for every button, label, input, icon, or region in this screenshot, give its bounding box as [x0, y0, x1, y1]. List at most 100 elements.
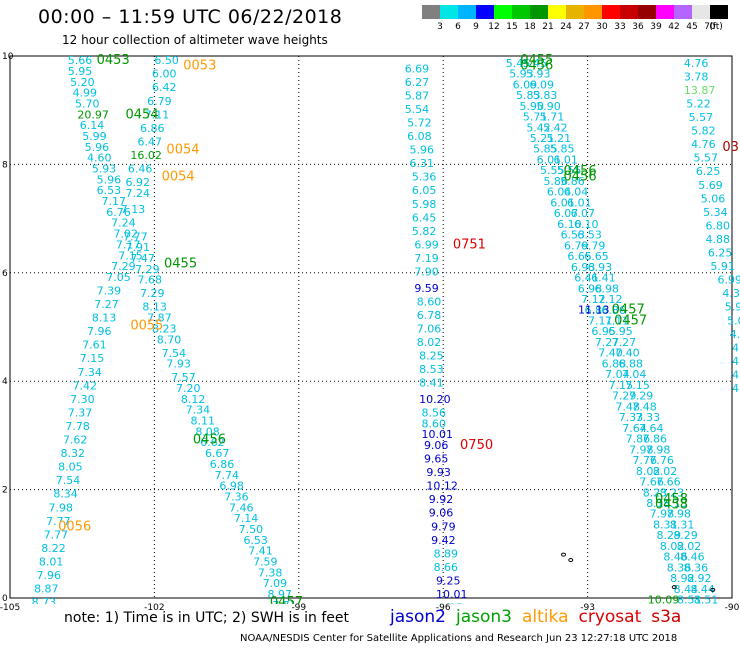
swh-value: 4.76: [684, 57, 709, 70]
swh-value: 8.73: [32, 596, 57, 609]
chart-subtitle: 12 hour collection of altimeter wave hei…: [62, 33, 328, 47]
swh-value: 8.29: [673, 529, 698, 542]
swh-value: 7.20: [176, 382, 201, 395]
swh-value: 7.54: [162, 347, 187, 360]
time-label: 0455: [520, 53, 553, 68]
colorbar-swatch: [512, 5, 530, 19]
swh-value: 8.60: [417, 295, 442, 308]
colorbar-label: 39: [650, 22, 662, 32]
swh-value: 7.68: [138, 274, 163, 287]
swh-value: 10.20: [419, 393, 451, 406]
swh-value: 5.93: [92, 163, 117, 176]
swh-value: 7.29: [629, 390, 654, 403]
swh-value: 7.38: [258, 566, 283, 579]
time-label: 0456: [193, 433, 226, 448]
swh-value: 7.50: [239, 523, 264, 536]
swh-value: 7.27: [94, 298, 119, 311]
y-tick-label: 2: [2, 486, 8, 496]
swh-value: 6.78: [417, 309, 442, 322]
swh-value: 6.01: [553, 153, 578, 166]
swh-value: 6.10: [574, 218, 599, 231]
swh-value: 7.96: [87, 325, 112, 338]
swh-value: 7.04: [605, 368, 630, 381]
swh-value: 8.31: [670, 518, 695, 531]
x-tick-label: -90: [725, 603, 740, 613]
swh-value: 6.93: [571, 261, 596, 274]
swh-value: 6.65: [567, 250, 592, 263]
swh-value: 8.32: [61, 447, 86, 460]
swh-value: 5.99: [82, 130, 107, 143]
swh-value: 8.02: [417, 336, 442, 349]
swh-value: 8.13: [92, 312, 117, 325]
colorbar-swatch: [476, 5, 494, 19]
x-tick-label: -99: [291, 603, 306, 613]
swh-value: 5.0: [727, 314, 740, 327]
swh-value: 8.44: [674, 583, 699, 596]
swh-value: 7.15: [118, 249, 143, 262]
swh-value: 6.53: [97, 184, 122, 197]
colorbar-swatch: [656, 5, 674, 19]
swh-value: 5.22: [686, 97, 711, 110]
colorbar-label: 70: [704, 22, 716, 32]
swh-value: 7.33: [619, 411, 644, 424]
time-label: 0456: [564, 170, 597, 185]
swh-value: 7.19: [414, 252, 439, 265]
swh-value: 6.79: [564, 239, 589, 252]
swh-value: 6.09: [513, 78, 538, 91]
coastline-fragment: [568, 558, 574, 563]
colorbar-swatch: [548, 5, 566, 19]
swh-value: 10.12: [426, 480, 458, 493]
swh-value: 9.25: [436, 574, 461, 587]
swh-value: 5.90: [519, 100, 544, 113]
swh-value: 5.20: [70, 76, 95, 89]
swh-value: 7.71: [272, 599, 297, 612]
swh-value: 8.25: [419, 350, 444, 363]
swh-value: 5.93: [509, 68, 534, 81]
time-label: 03: [722, 140, 739, 155]
swh-value: 5.86: [543, 175, 568, 188]
swh-value: 6.09: [529, 78, 554, 91]
time-label: 0453: [97, 53, 130, 68]
swh-value: 6.69: [405, 62, 430, 75]
swh-value: 6.62: [200, 436, 225, 449]
swh-value: 7.15: [80, 352, 105, 365]
colorbar-swatch: [620, 5, 638, 19]
swh-value: 8.02: [660, 540, 685, 553]
swh-value: 6.04: [564, 186, 589, 199]
swh-value: 8.29: [656, 529, 681, 542]
swh-value: 4.7: [730, 328, 740, 341]
swh-value: 5.83: [516, 89, 541, 102]
swh-value: 9.06: [424, 439, 449, 452]
colorbar-label: 30: [596, 22, 608, 32]
time-label: 0053: [183, 59, 216, 74]
swh-value: 7.12: [581, 293, 606, 306]
credit-line: NOAA/NESDIS Center for Satellite Applica…: [240, 633, 678, 644]
swh-value: 6.53: [243, 534, 267, 547]
swh-value: 5.34: [703, 206, 728, 219]
swh-value: 7.39: [97, 284, 122, 297]
swh-value: 8.53: [419, 363, 444, 376]
swh-value: 10.01: [436, 588, 468, 601]
swh-value: 5.45: [506, 57, 530, 70]
swh-value: 20.97: [77, 108, 109, 121]
colorbar-label: 18: [524, 22, 536, 32]
swh-value: 5.85: [550, 143, 575, 156]
swh-value: 7.77: [123, 230, 148, 243]
swh-value: 5.45: [523, 57, 548, 70]
colorbar-swatch: [638, 5, 656, 19]
swh-value: 8.51: [694, 594, 719, 607]
swh-value: 7.27: [595, 336, 620, 349]
swh-value: 6.80: [706, 219, 731, 232]
swh-value: 6.76: [106, 206, 130, 219]
swh-value: 7.15: [609, 379, 634, 392]
swh-value: 7.11: [145, 108, 170, 121]
swh-value: 7.40: [598, 347, 623, 360]
swh-value: 5.83: [533, 89, 558, 102]
time-label: 0458: [655, 492, 688, 507]
swh-value: 8.01: [39, 555, 64, 568]
swh-value: 10.09: [648, 593, 680, 606]
swh-value: 6.45: [412, 211, 437, 224]
swh-value: 6.08: [407, 130, 432, 143]
swh-value: 7.27: [612, 336, 637, 349]
swh-value: 8.97: [268, 588, 293, 601]
